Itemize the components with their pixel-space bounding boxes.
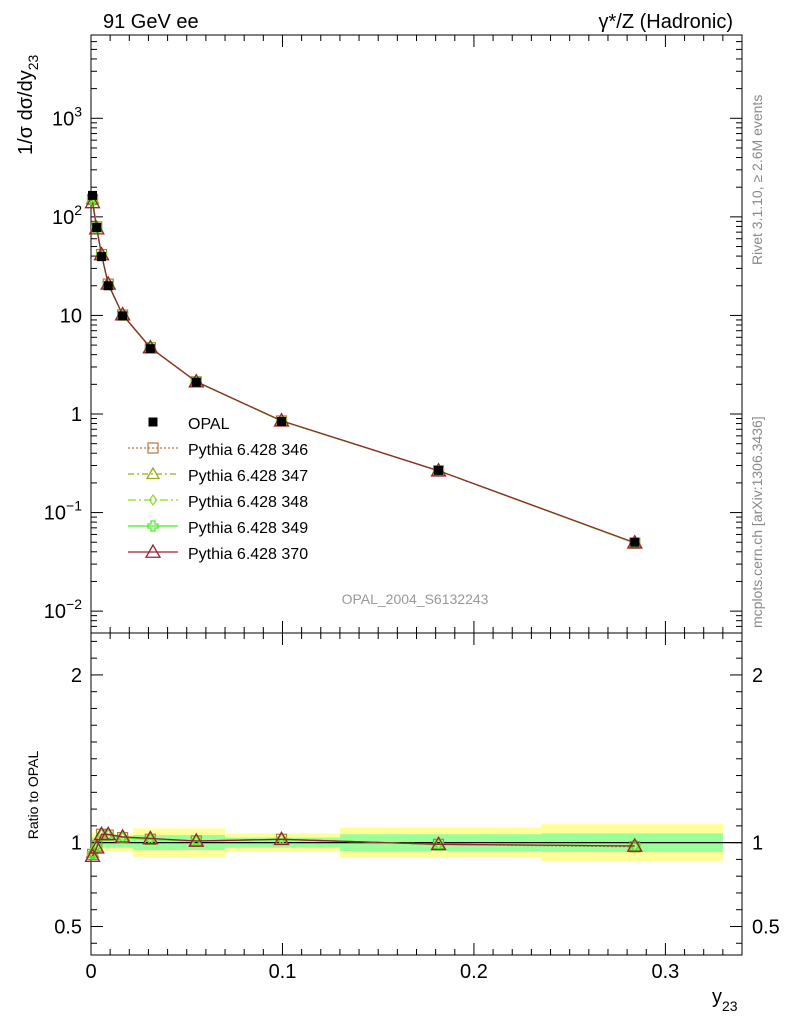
main-y-tick-label: 10 <box>60 305 82 327</box>
ratio-point <box>188 832 205 847</box>
ratio-ylabel: Ratio to OPAL <box>25 751 41 840</box>
rivet-label: Rivet 3.1.10, ≥ 2.6M events <box>749 95 765 265</box>
ratio-point <box>88 839 105 854</box>
legend-label: Pythia 6.428 370 <box>188 546 308 563</box>
x-tick-label: 0.3 <box>652 961 680 983</box>
watermark: OPAL_2004_S6132243 <box>342 591 489 607</box>
legend: OPAL Pythia 6.428 346 Pythia 6.428 347 Pyth… <box>128 416 308 563</box>
data-point <box>434 465 444 475</box>
ratio-y-tick-label: 1 <box>752 833 763 855</box>
legend-marker <box>148 417 158 427</box>
ratio-point <box>114 828 131 843</box>
data-point <box>92 223 102 233</box>
x-tick-label: 0.2 <box>460 961 488 983</box>
data-point <box>88 190 98 200</box>
ratio-y-tick-label: 2 <box>752 665 763 687</box>
ratio-series-line <box>91 833 635 857</box>
main-series-line <box>91 198 636 544</box>
main-series-line <box>91 199 636 544</box>
ratio-point <box>430 836 447 851</box>
x-tick-label: 0.1 <box>269 961 297 983</box>
main-y-tick-label: 1 <box>71 404 82 426</box>
ratio-panel: 0 0.1 0.2 0.3 0.5 0.5 1 1 2 2 <box>54 632 780 983</box>
legend-marker <box>148 493 158 507</box>
header-left: 91 GeV ee <box>103 11 199 33</box>
ratio-y-tick-label: 0.5 <box>54 916 82 938</box>
main-y-tick-label: 10−1 <box>44 498 82 525</box>
ratio-point <box>142 830 159 845</box>
legend-label: OPAL <box>188 416 230 433</box>
main-y-tick-label: 10−2 <box>44 596 82 623</box>
ratio-point <box>273 830 290 846</box>
x-axis-label: y23 <box>712 986 738 1014</box>
mcplots-label: mcplots.cern.ch [arXiv:1306.3436] <box>749 416 765 628</box>
ratio-point <box>626 837 643 852</box>
data-point <box>145 344 155 354</box>
main-series-line <box>91 199 636 544</box>
ratio-y-tick-label: 1 <box>71 833 82 855</box>
main-series-line <box>91 202 636 544</box>
data-point <box>277 416 287 426</box>
data-point <box>191 377 201 387</box>
main-y-tick-label: 102 <box>52 202 82 229</box>
main-panel: 10−2 10−1 1 10 102 103 <box>44 34 743 955</box>
legend-marker <box>147 520 159 532</box>
ratio-y-tick-label: 2 <box>71 665 82 687</box>
main-frame <box>90 34 743 634</box>
header-right: γ*/Z (Hadronic) <box>599 11 733 33</box>
main-ylabel: 1/σ dσ/dy23 <box>15 54 41 155</box>
mc-point <box>84 194 101 209</box>
data-point <box>103 281 113 291</box>
ratio-y-tick-label: 0.5 <box>752 916 780 938</box>
main-y-tick-label: 103 <box>52 103 82 130</box>
legend-label: Pythia 6.428 346 <box>188 442 308 459</box>
x-tick-label: 0 <box>85 961 96 983</box>
legend-marker <box>147 442 159 454</box>
data-point <box>118 311 128 321</box>
ratio-point <box>84 847 101 862</box>
ratio-point <box>100 825 117 841</box>
legend-label: Pythia 6.428 348 <box>188 494 308 511</box>
main-series-line <box>91 198 636 544</box>
ratio-frame <box>90 632 743 956</box>
legend-marker <box>144 543 162 558</box>
legend-label: Pythia 6.428 347 <box>188 468 308 485</box>
legend-label: Pythia 6.428 349 <box>188 520 308 537</box>
data-point <box>97 252 107 262</box>
legend-marker <box>145 466 161 480</box>
data-point <box>630 537 640 547</box>
